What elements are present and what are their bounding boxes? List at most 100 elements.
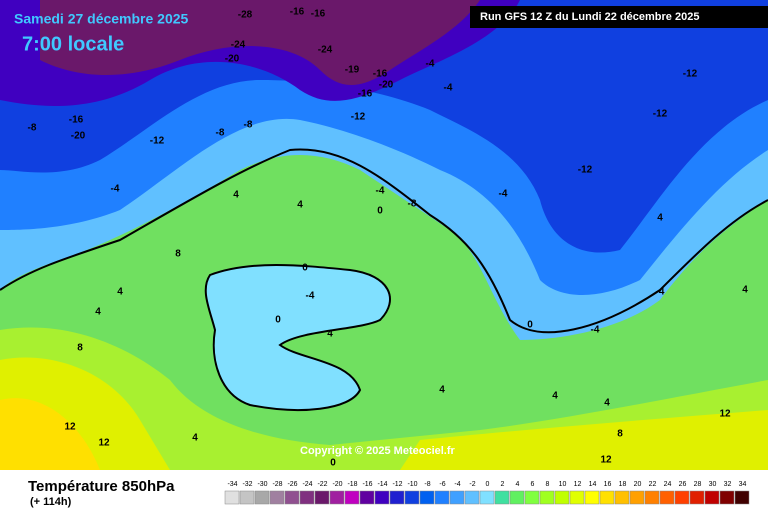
contour-label: -24 [318,45,333,56]
legend-label: 28 [694,481,702,488]
legend-swatch [734,490,750,505]
contour-label: 4 [95,307,101,318]
legend-label: 20 [634,481,642,488]
contour-label: -8 [408,199,417,210]
legend-swatch [689,490,705,505]
contour-label: 4 [297,200,303,211]
legend-swatch [554,490,570,505]
legend-label: 24 [664,481,672,488]
legend-label: 8 [546,481,550,488]
legend-swatch [599,490,615,505]
legend-swatch [449,490,465,505]
legend-swatch [359,490,375,505]
contour-label: 0 [377,206,383,217]
contour-label: -8 [216,128,225,139]
contour-label: 12 [98,438,110,449]
time: 7:00 locale [22,33,124,55]
legend-label: 12 [574,481,582,488]
legend-swatch [719,490,735,505]
contour-label: 4 [604,398,610,409]
legend-swatch [659,490,675,505]
contour-label: 0 [330,458,336,469]
legend-swatch [224,490,240,505]
contour-label: 8 [175,249,181,260]
warm-band [400,410,768,470]
contour-label: 4 [233,190,239,201]
contour-label: -28 [238,10,253,21]
contour-label: 4 [657,213,663,224]
legend-swatch [284,490,300,505]
legend-label: 0 [486,481,490,488]
contour-label: -20 [379,80,394,91]
legend-swatch [644,490,660,505]
legend-label: 22 [649,481,657,488]
legend-label: -20 [332,481,342,488]
contour-label: 8 [77,343,83,354]
contour-label: 0 [275,315,281,326]
legend-swatch [629,490,645,505]
contour-label: -24 [231,40,246,51]
contour-label: -16 [358,89,373,100]
legend-label: 30 [709,481,717,488]
contour-label: -4 [111,184,120,195]
contour-label: 4 [742,285,748,296]
legend-swatch [434,490,450,505]
copyright: Copyright © 2025 Meteociel.fr [300,445,456,457]
legend-swatch [254,490,270,505]
cold-pool [204,264,391,411]
contour-label: -4 [656,287,665,298]
legend-swatch [374,490,390,505]
legend-label: -32 [242,481,252,488]
legend-label: 2 [501,481,505,488]
legend-label: -34 [227,481,237,488]
contour-label: 4 [439,385,445,396]
legend-label: 32 [724,481,732,488]
legend-swatch [614,490,630,505]
legend-label: -28 [272,481,282,488]
contour-label: -4 [426,59,435,70]
contour-label: -8 [244,120,253,131]
lead-time: (+ 114h) [30,496,72,508]
contour-label: 12 [719,409,731,420]
legend-swatch [704,490,720,505]
legend-swatch [239,490,255,505]
legend-label: -2 [469,481,475,488]
contour-label: 0 [302,263,308,274]
contour-label: -4 [376,186,385,197]
contour-label: 4 [552,391,558,402]
legend-label: -10 [407,481,417,488]
contour-label: -16 [290,7,305,18]
legend-label: 14 [589,481,597,488]
contour-label: 4 [117,287,123,298]
legend-swatch [404,490,420,505]
contour-label: -16 [373,69,388,80]
cold-area [40,0,480,85]
contour-label: 4 [192,433,198,444]
run-box [470,6,768,28]
legend-swatch [269,490,285,505]
contour-label: -4 [499,189,508,200]
contour-label: -20 [71,131,86,142]
contour-label: -12 [683,69,698,80]
contour-label: -12 [653,109,668,120]
legend-label: -4 [454,481,460,488]
legend-label: 6 [531,481,535,488]
legend-swatch [419,490,435,505]
legend-label: -30 [257,481,267,488]
legend-label: 34 [739,481,747,488]
legend-swatch [539,490,555,505]
contour-label: -12 [150,136,165,147]
contour-label: -8 [28,123,37,134]
legend-swatch [674,490,690,505]
legend-swatch [389,490,405,505]
footer-title: Température 850hPa [28,478,175,495]
contour-label: -4 [591,325,600,336]
legend-label: -26 [287,481,297,488]
date: Samedi 27 décembre 2025 [14,11,189,27]
contour-label: 0 [527,320,533,331]
legend-label: 18 [619,481,627,488]
contour-label: 12 [600,455,612,466]
contour-label: -4 [306,291,315,302]
legend-label: -8 [424,481,430,488]
